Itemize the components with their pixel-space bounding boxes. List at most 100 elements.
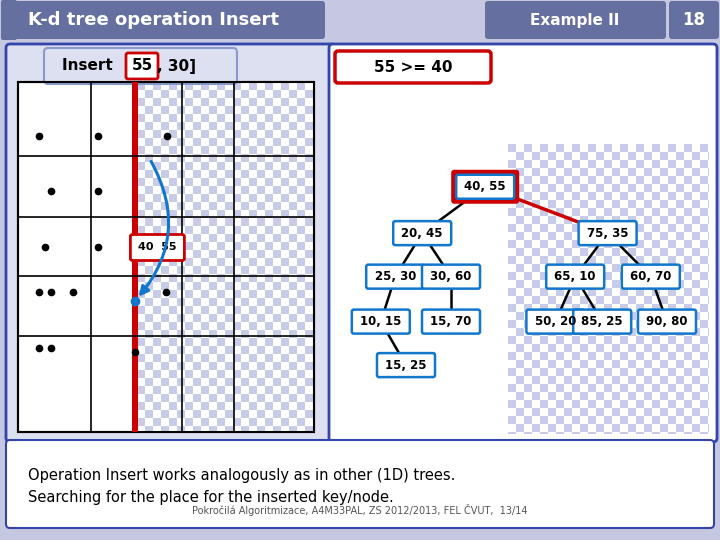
Bar — [313, 370, 314, 378]
Bar — [700, 431, 708, 434]
Bar — [137, 322, 145, 330]
Bar — [636, 215, 644, 224]
Bar — [193, 354, 201, 362]
Bar — [281, 282, 289, 290]
Bar — [548, 207, 556, 215]
Bar — [281, 178, 289, 186]
Bar — [137, 114, 145, 122]
Bar — [225, 162, 233, 170]
Bar — [297, 162, 305, 170]
Bar — [265, 298, 273, 306]
Bar — [604, 431, 612, 434]
Bar — [572, 167, 580, 176]
Bar — [660, 264, 668, 272]
Bar — [532, 152, 540, 159]
Bar — [201, 98, 209, 106]
Bar — [564, 392, 572, 400]
Bar — [708, 224, 709, 232]
Bar — [676, 312, 684, 320]
Bar — [177, 402, 185, 410]
Bar — [145, 194, 153, 202]
Bar — [700, 280, 708, 287]
Bar — [692, 423, 700, 431]
Bar — [548, 224, 556, 232]
Bar — [273, 82, 281, 90]
Bar — [225, 394, 233, 402]
Bar — [612, 287, 620, 295]
Bar — [692, 240, 700, 247]
Bar — [289, 138, 297, 146]
Bar — [297, 98, 305, 106]
Bar — [516, 352, 523, 360]
Bar — [249, 370, 257, 378]
Bar — [620, 343, 628, 352]
Bar — [297, 306, 305, 314]
Bar — [217, 314, 225, 322]
Bar — [265, 138, 273, 146]
Bar — [209, 210, 217, 218]
Bar — [201, 178, 209, 186]
Bar — [604, 343, 612, 352]
Bar — [676, 176, 684, 184]
Bar — [548, 335, 556, 343]
Bar — [660, 255, 668, 264]
Bar — [652, 264, 660, 272]
Bar — [532, 215, 540, 224]
Bar — [137, 402, 145, 410]
Bar — [676, 255, 684, 264]
FancyBboxPatch shape — [44, 48, 237, 84]
Bar — [572, 343, 580, 352]
Bar — [636, 360, 644, 368]
FancyBboxPatch shape — [526, 309, 585, 334]
Bar — [644, 240, 652, 247]
Bar — [201, 418, 209, 426]
Bar — [177, 346, 185, 354]
Bar — [233, 378, 241, 386]
Bar — [185, 170, 193, 178]
Bar — [628, 408, 636, 416]
Bar — [660, 335, 668, 343]
Bar — [684, 184, 692, 192]
Bar — [241, 218, 249, 226]
Bar — [161, 122, 169, 130]
Bar — [708, 247, 709, 255]
Bar — [604, 303, 612, 312]
Text: 25, 30: 25, 30 — [374, 270, 416, 283]
Bar — [668, 303, 676, 312]
Bar — [652, 200, 660, 207]
Bar — [289, 122, 297, 130]
Bar — [620, 176, 628, 184]
Bar — [225, 306, 233, 314]
Bar — [668, 320, 676, 328]
Bar — [644, 207, 652, 215]
Bar — [644, 423, 652, 431]
Bar — [668, 232, 676, 240]
Bar — [145, 138, 153, 146]
Bar — [257, 90, 265, 98]
Bar — [137, 258, 145, 266]
Bar — [145, 226, 153, 234]
Bar — [297, 186, 305, 194]
Bar — [193, 106, 201, 114]
Bar — [297, 218, 305, 226]
Bar — [305, 122, 313, 130]
Bar — [265, 354, 273, 362]
Bar — [313, 258, 314, 266]
Bar — [313, 410, 314, 418]
Bar — [185, 202, 193, 210]
Bar — [684, 207, 692, 215]
Bar — [668, 264, 676, 272]
Bar — [249, 338, 257, 346]
Bar — [137, 386, 145, 394]
Bar — [257, 346, 265, 354]
Bar — [572, 224, 580, 232]
Bar — [540, 264, 548, 272]
Bar — [201, 122, 209, 130]
Bar — [564, 184, 572, 192]
Bar — [289, 338, 297, 346]
Bar — [257, 298, 265, 306]
Bar — [692, 287, 700, 295]
Bar — [708, 328, 709, 335]
Bar — [169, 186, 177, 194]
Bar — [265, 90, 273, 98]
